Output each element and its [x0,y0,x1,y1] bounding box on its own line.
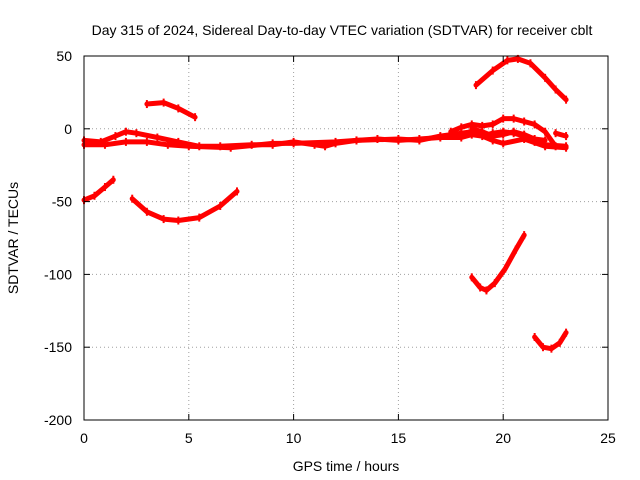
series-line-trace-3 [144,100,198,120]
series-line-trace-11 [532,330,569,352]
series-line-trace-9 [473,56,569,103]
x-axis-label: GPS time / hours [293,458,400,474]
y-tick-label: 50 [56,48,72,64]
chart-title: Day 315 of 2024, Sidereal Day-to-day VTE… [92,22,593,38]
series-line-trace-8 [553,130,569,139]
series-line-trace-10 [469,232,527,293]
grid-lines [84,56,608,420]
x-tick-label: 10 [286,430,302,446]
x-tick-label: 5 [185,430,193,446]
y-tick-label: -200 [44,412,72,428]
x-tick-label: 25 [600,430,616,446]
y-tick-label: -150 [44,339,72,355]
series-line-trace-2 [129,188,240,223]
y-tick-label: -100 [44,266,72,282]
x-tick-label: 15 [391,430,407,446]
x-tick-label: 0 [80,430,88,446]
series-line-trace-1 [81,177,116,203]
x-tick-label: 20 [495,430,511,446]
plot-frame [83,55,609,421]
axis-ticks: 0 5 10 15 20 25 -200 -150 -100 -50 0 50 [44,48,616,446]
y-axis-label: SDTVAR / TECUs [5,182,21,294]
y-tick-label: -50 [52,194,72,210]
y-tick-label: 0 [64,121,72,137]
data-series [81,54,569,353]
series-line-trace-7 [469,126,548,143]
